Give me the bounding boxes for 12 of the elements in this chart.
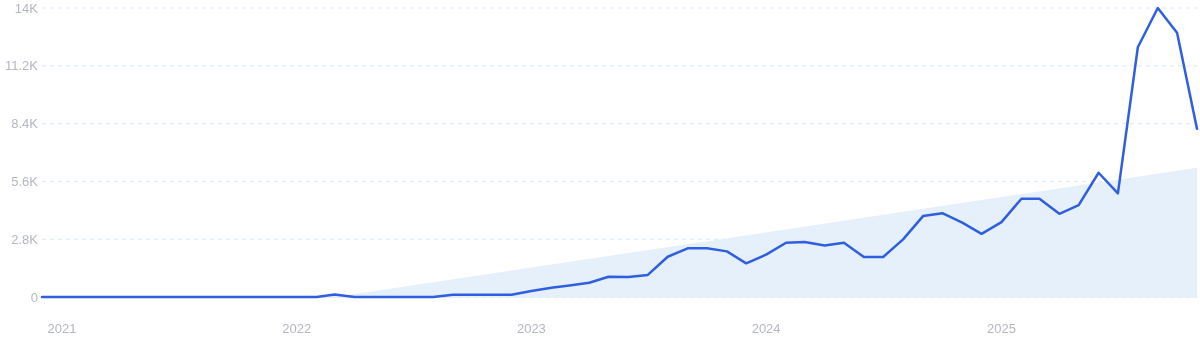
x-tick-label: 2022 xyxy=(282,321,312,336)
y-tick-label: 11.2K xyxy=(4,58,39,74)
x-tick-label: 2025 xyxy=(987,321,1016,336)
x-tick-label: 2021 xyxy=(47,321,77,336)
y-tick-label: 0 xyxy=(30,289,38,305)
y-tick-label: 8.4K xyxy=(11,116,39,132)
y-tick-label: 2.8K xyxy=(11,231,39,247)
y-tick-label: 14K xyxy=(14,0,39,16)
y-tick-label: 5.6K xyxy=(11,173,39,189)
x-tick-label: 2024 xyxy=(751,321,781,336)
x-tick-label: 2023 xyxy=(516,321,546,336)
line-series xyxy=(40,6,1199,299)
